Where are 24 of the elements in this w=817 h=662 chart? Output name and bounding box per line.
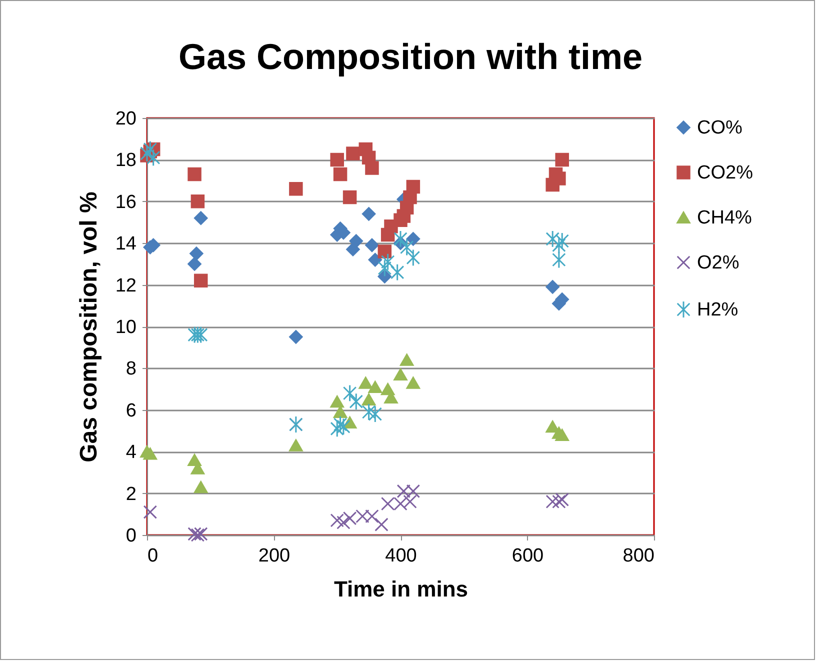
x-axis-title: Time in mins [334, 576, 468, 602]
legend-label: H2% [697, 300, 738, 320]
x-tick-label: 600 [512, 546, 544, 566]
y-tick-label: 2 [126, 484, 136, 505]
y-tick-label: 20 [115, 108, 136, 130]
x-tick-label: 0 [148, 546, 158, 566]
y-tick-label: 6 [126, 400, 136, 422]
chart-title: Gas Composition with time [178, 36, 643, 77]
legend-label: CO2% [697, 162, 754, 184]
x-tick-label: 200 [258, 546, 290, 566]
y-tick-label: 14 [115, 234, 137, 255]
legend-label: CH4% [697, 208, 752, 228]
y-axis-title: Gas composition, vol % [75, 192, 102, 462]
x-tick-label: 400 [385, 546, 417, 566]
legend-label: O2% [697, 252, 740, 274]
y-tick-label: 10 [115, 317, 136, 338]
legend-label: CO% [697, 118, 742, 138]
y-tick-label: 0 [126, 526, 136, 546]
x-tick-label: 800 [622, 546, 654, 566]
y-tick-label: 16 [115, 192, 136, 213]
y-tick-label: 12 [115, 275, 136, 296]
y-tick-label: 18 [115, 150, 136, 172]
y-tick-label: 4 [126, 442, 137, 464]
y-tick-label: 8 [126, 358, 136, 380]
